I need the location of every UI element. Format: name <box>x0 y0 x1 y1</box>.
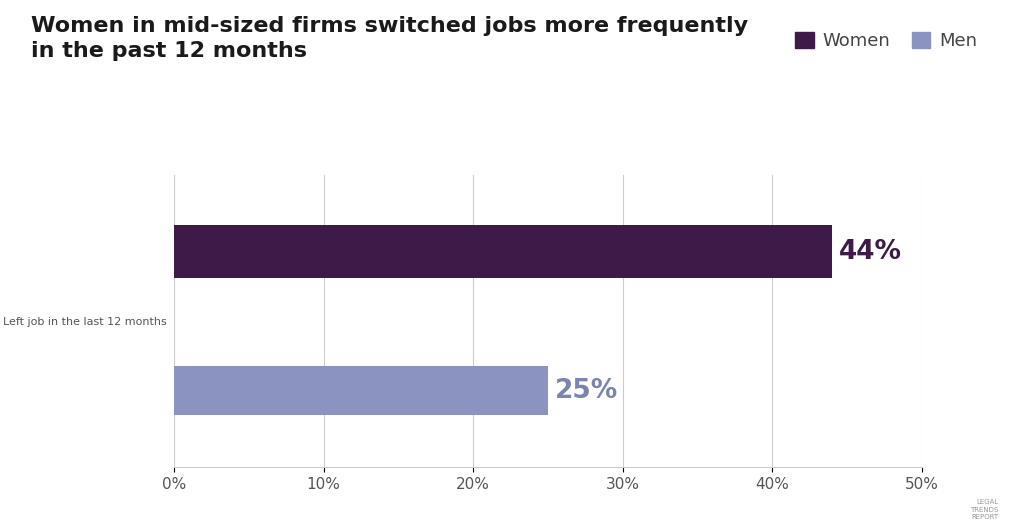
Legend: Women, Men: Women, Men <box>788 25 984 58</box>
Text: 25%: 25% <box>555 378 618 404</box>
Bar <box>174 366 548 415</box>
Text: 44%: 44% <box>840 239 902 265</box>
Text: LEGAL
TRENDS
REPORT: LEGAL TRENDS REPORT <box>970 499 998 520</box>
Bar <box>174 225 831 278</box>
Text: Women in mid-sized firms switched jobs more frequently
in the past 12 months: Women in mid-sized firms switched jobs m… <box>31 16 748 61</box>
